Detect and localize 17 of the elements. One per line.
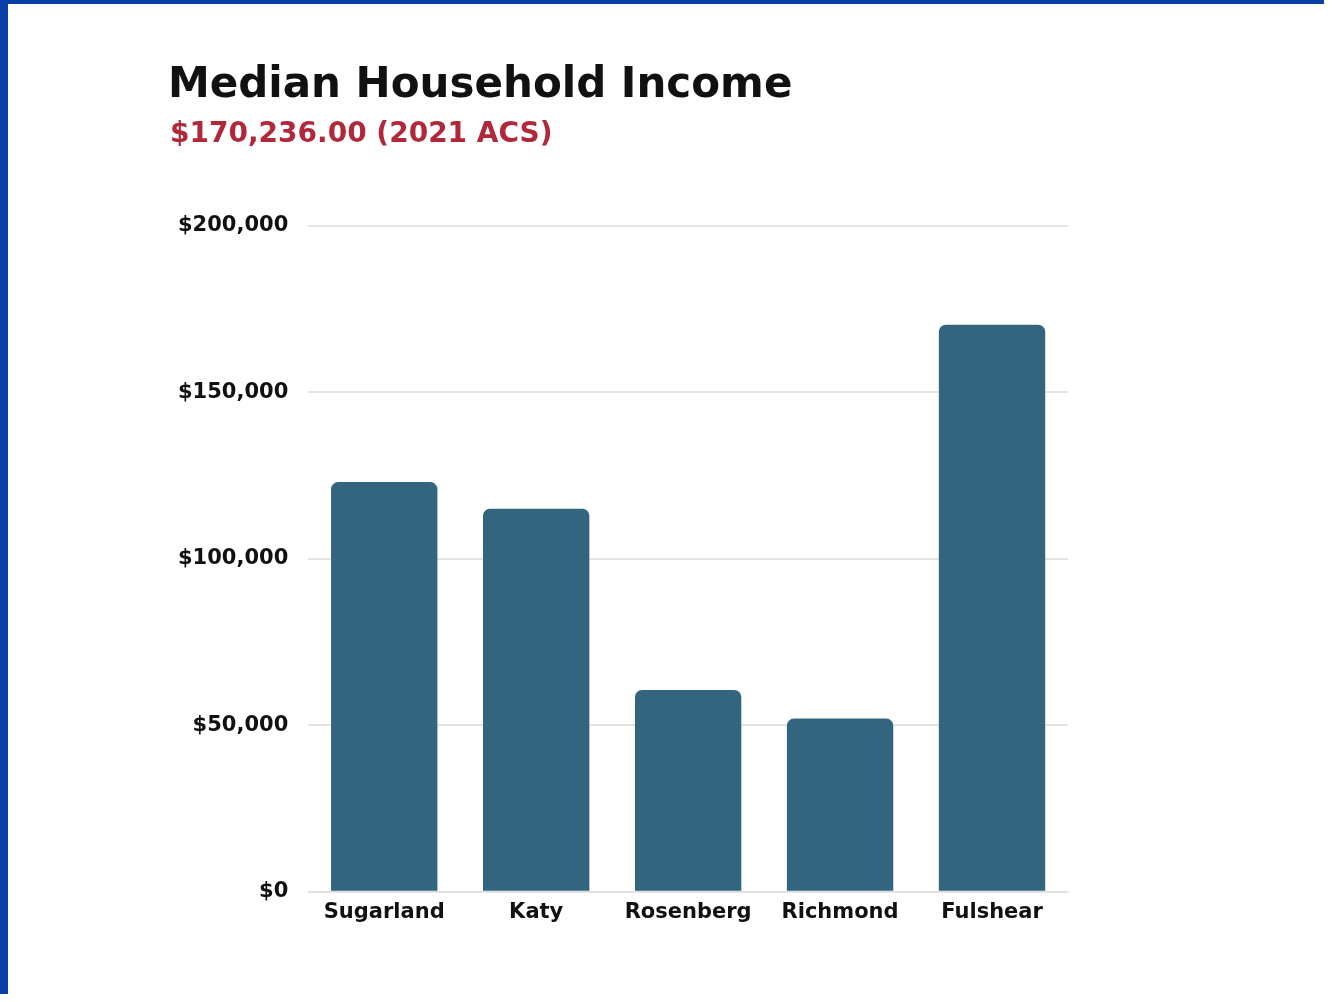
bar [786,718,894,891]
y-tick-label: $200,000 [177,212,289,237]
y-tick-label: $50,000 [192,711,289,736]
x-tick-label: Sugarland [323,898,445,923]
x-tick-label: Rosenberg [624,898,752,923]
bar [634,689,742,891]
bar [938,324,1046,891]
bar [483,508,590,891]
chart-subtitle: $170,236.00 (2021 ACS) [170,116,553,149]
y-tick-label: $100,000 [177,545,289,570]
chart-title: Median Household Income [168,58,793,107]
x-tick-label: Fulshear [941,898,1044,923]
bar [331,482,438,891]
y-tick-label: $150,000 [177,378,289,403]
x-tick-label: Katy [509,898,564,923]
x-tick-label: Richmond [781,898,899,923]
y-tick-label: $0 [259,878,289,903]
